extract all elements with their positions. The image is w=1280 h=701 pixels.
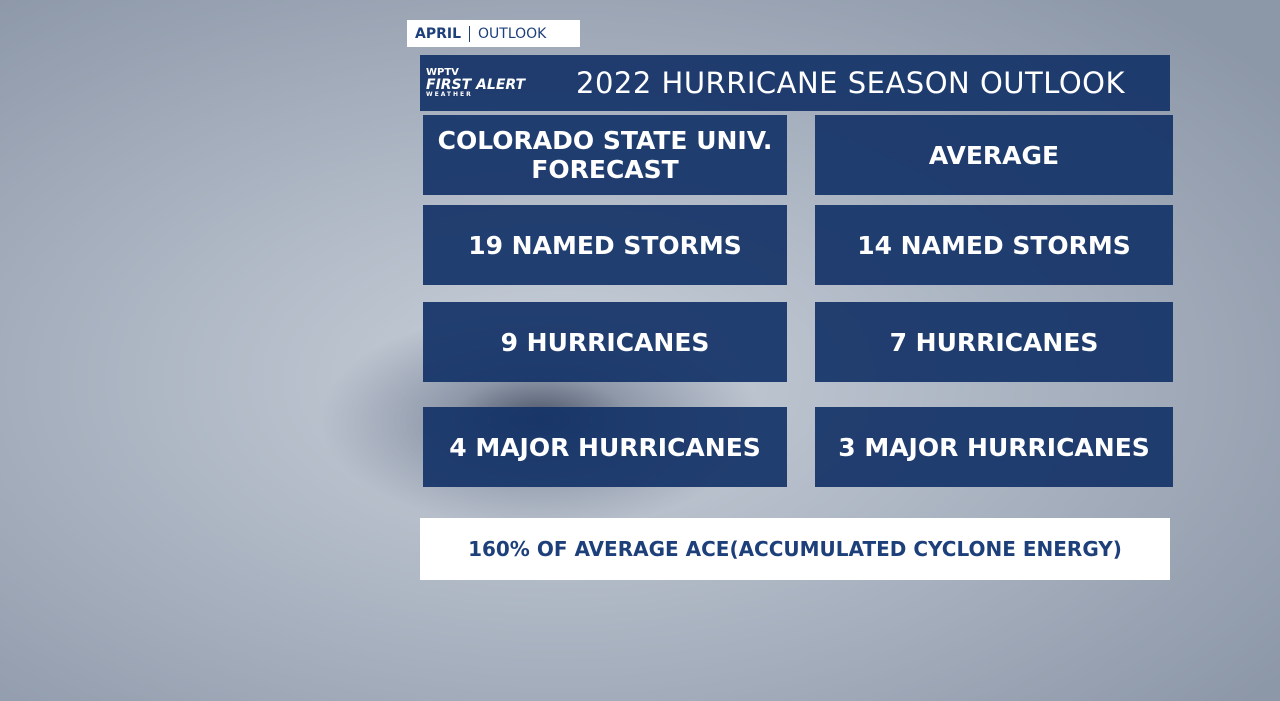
logo-brand: FIRST ALERT <box>426 77 526 93</box>
cell: 9 HURRICANES <box>423 302 787 382</box>
title: 2022 HURRICANE SEASON OUTLOOK <box>576 66 1126 100</box>
cell: 14 NAMED STORMS <box>815 205 1173 285</box>
cell: 19 NAMED STORMS <box>423 205 787 285</box>
cell: 7 HURRICANES <box>815 302 1173 382</box>
footer-note: 160% OF AVERAGE ACE(ACCUMULATED CYCLONE … <box>468 537 1122 561</box>
cell: 4 MAJOR HURRICANES <box>423 407 787 487</box>
logo: WPTV FIRST ALERT WEATHER <box>426 60 576 106</box>
tag: APRIL OUTLOOK <box>407 20 580 47</box>
column-header: AVERAGE <box>815 115 1173 195</box>
logo-station: WPTV <box>426 67 459 78</box>
footer: 160% OF AVERAGE ACE(ACCUMULATED CYCLONE … <box>420 518 1170 580</box>
tag-label: OUTLOOK <box>469 25 554 42</box>
title-bar: WPTV FIRST ALERT WEATHER 2022 HURRICANE … <box>420 55 1170 111</box>
cell: 3 MAJOR HURRICANES <box>815 407 1173 487</box>
column-header: COLORADO STATE UNIV. FORECAST <box>423 115 787 195</box>
tag-month: APRIL <box>415 25 462 42</box>
logo-sub: WEATHER <box>426 91 473 98</box>
